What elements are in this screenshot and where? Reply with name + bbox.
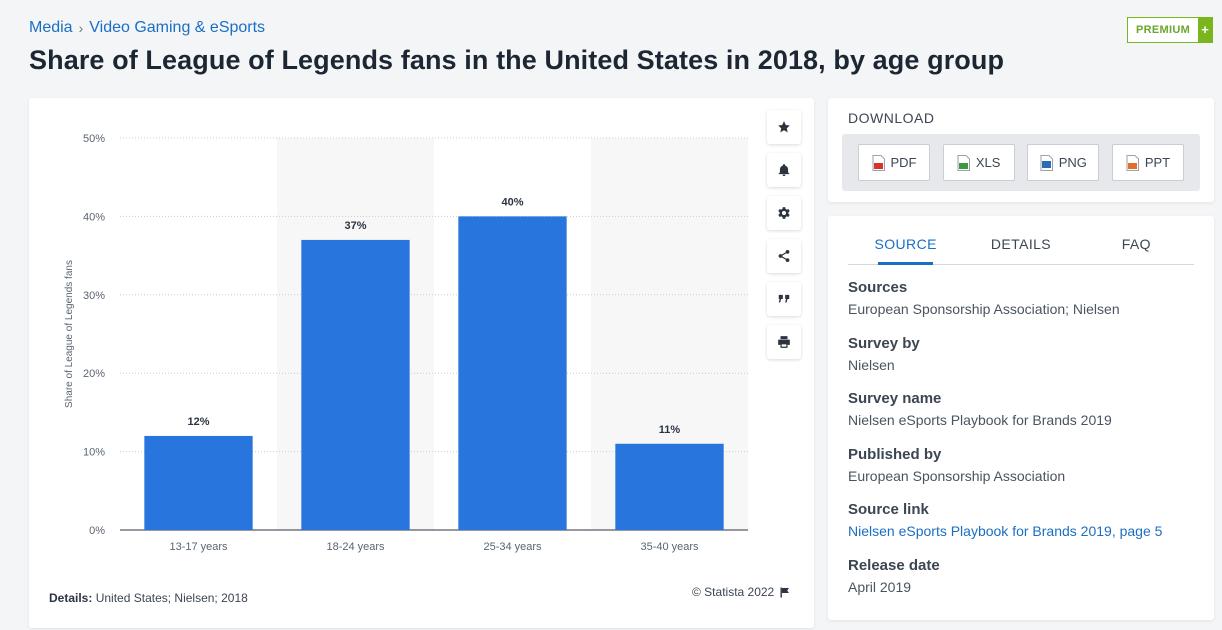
page-title: Share of League of Legends fans in the U… bbox=[29, 45, 1005, 75]
bar bbox=[458, 216, 567, 530]
data-label: 11% bbox=[659, 424, 681, 436]
breadcrumb: Media › Video Gaming & eSports bbox=[29, 19, 265, 37]
copyright: © Statista 2022 bbox=[692, 585, 790, 599]
cite-button[interactable] bbox=[767, 282, 801, 316]
bell-icon bbox=[778, 164, 790, 177]
y-tick-label: 10% bbox=[83, 447, 105, 459]
source-item-survey-name: Survey name Nielsen eSports Playbook for… bbox=[848, 389, 1198, 445]
download-card: DOWNLOAD PDF XLS PNG PPT bbox=[828, 98, 1214, 202]
source-label: Survey name bbox=[848, 390, 942, 407]
x-tick-label: 35-40 years bbox=[640, 541, 699, 553]
source-item-survey-by: Survey by Nielsen bbox=[848, 334, 1198, 390]
print-icon bbox=[778, 336, 790, 348]
chart-toolbar bbox=[767, 110, 801, 359]
bar bbox=[144, 435, 253, 530]
source-label: Survey by bbox=[848, 334, 920, 352]
source-list: Sources European Sponsorship Association… bbox=[848, 278, 1198, 611]
source-item-source-link: Source link Nielsen eSports Playbook for… bbox=[848, 500, 1198, 556]
y-tick-label: 30% bbox=[83, 290, 105, 302]
download-ppt-label: PPT bbox=[1144, 155, 1171, 170]
tab-faq[interactable]: FAQ bbox=[1121, 236, 1151, 252]
source-link[interactable]: Nielsen eSports Playbook for Brands 2019… bbox=[848, 523, 1163, 539]
y-tick-label: 40% bbox=[83, 211, 105, 223]
data-label: 12% bbox=[187, 416, 209, 428]
share-button[interactable] bbox=[767, 239, 801, 273]
source-value: Nielsen eSports Playbook for Brands 2019 bbox=[848, 412, 1112, 428]
settings-button[interactable] bbox=[767, 196, 801, 230]
data-label: 40% bbox=[501, 196, 523, 208]
tab-details[interactable]: DETAILS bbox=[990, 236, 1052, 252]
details-label: Details: bbox=[49, 591, 93, 605]
details-text: United States; Nielsen; 2018 bbox=[95, 591, 248, 605]
chart-details: Details: United States; Nielsen; 2018 bbox=[49, 591, 248, 605]
source-card: SOURCE DETAILS FAQ Sources European Spon… bbox=[828, 216, 1214, 620]
share-icon bbox=[778, 250, 790, 262]
premium-plus-icon: + bbox=[1198, 18, 1213, 42]
bar bbox=[615, 443, 724, 530]
x-tick-label: 13-17 years bbox=[169, 541, 228, 553]
data-label: 37% bbox=[344, 220, 366, 232]
source-value: Nielsen bbox=[848, 356, 895, 373]
source-value: European Sponsorship Association; Nielse… bbox=[848, 301, 1120, 317]
y-tick-label: 20% bbox=[83, 368, 105, 380]
print-button[interactable] bbox=[767, 325, 801, 359]
source-item-sources: Sources European Sponsorship Association… bbox=[848, 278, 1198, 334]
download-png-label: PNG bbox=[1058, 155, 1087, 170]
bar-chart: 0% 10% 20% 30% 40% 50% 12% 13-17 years 37% 18-24 … bbox=[64, 133, 748, 553]
download-png-button[interactable]: PNG bbox=[1027, 144, 1100, 181]
source-label: Release date bbox=[848, 556, 940, 574]
notification-button[interactable] bbox=[767, 153, 801, 187]
source-value: April 2019 bbox=[848, 578, 912, 595]
premium-label: PREMIUM bbox=[1136, 24, 1191, 36]
x-tick-label: 18-24 years bbox=[326, 541, 385, 553]
pdf-file-icon bbox=[872, 154, 885, 171]
source-label: Published by bbox=[848, 445, 942, 463]
png-file-icon bbox=[1040, 154, 1053, 171]
download-xls-label: XLS bbox=[975, 155, 1001, 170]
xls-file-icon bbox=[957, 154, 970, 171]
download-bar: PDF XLS PNG PPT bbox=[842, 134, 1200, 191]
flag-icon[interactable] bbox=[780, 587, 790, 598]
tab-source[interactable]: SOURCE bbox=[848, 235, 963, 265]
gear-icon bbox=[778, 207, 790, 219]
star-icon bbox=[778, 121, 790, 133]
source-label: Sources bbox=[848, 279, 908, 296]
info-tabs: SOURCE DETAILS FAQ bbox=[848, 235, 1194, 265]
y-tick-label: 0% bbox=[89, 525, 105, 537]
premium-badge[interactable]: PREMIUM + bbox=[1127, 17, 1214, 43]
breadcrumb-video-gaming[interactable]: Video Gaming & eSports bbox=[89, 19, 266, 36]
ppt-file-icon bbox=[1126, 154, 1139, 171]
download-pdf-button[interactable]: PDF bbox=[858, 144, 930, 181]
quote-icon bbox=[778, 294, 790, 303]
y-tick-label: 50% bbox=[83, 133, 105, 145]
x-tick-label: 25-34 years bbox=[483, 541, 542, 553]
download-pdf-label: PDF bbox=[890, 155, 917, 170]
breadcrumb-media[interactable]: Media bbox=[29, 19, 73, 36]
download-title: DOWNLOAD bbox=[848, 110, 935, 126]
favorite-button[interactable] bbox=[767, 110, 801, 144]
download-ppt-button[interactable]: PPT bbox=[1111, 144, 1184, 181]
source-value: European Sponsorship Association bbox=[848, 467, 1066, 484]
chart-card: 0% 10% 20% 30% 40% 50% 12% 13-17 years 37% 18-24 … bbox=[29, 98, 814, 628]
source-item-published-by: Published by European Sponsorship Associ… bbox=[848, 445, 1198, 501]
source-label: Source link bbox=[848, 501, 929, 518]
copyright-text: © Statista 2022 bbox=[692, 585, 775, 599]
breadcrumb-separator: › bbox=[78, 20, 84, 36]
y-axis-title: Share of League of Legends fans bbox=[64, 260, 75, 408]
download-xls-button[interactable]: XLS bbox=[942, 144, 1015, 181]
bar bbox=[301, 239, 410, 531]
source-item-release-date: Release date April 2019 bbox=[848, 556, 1198, 612]
